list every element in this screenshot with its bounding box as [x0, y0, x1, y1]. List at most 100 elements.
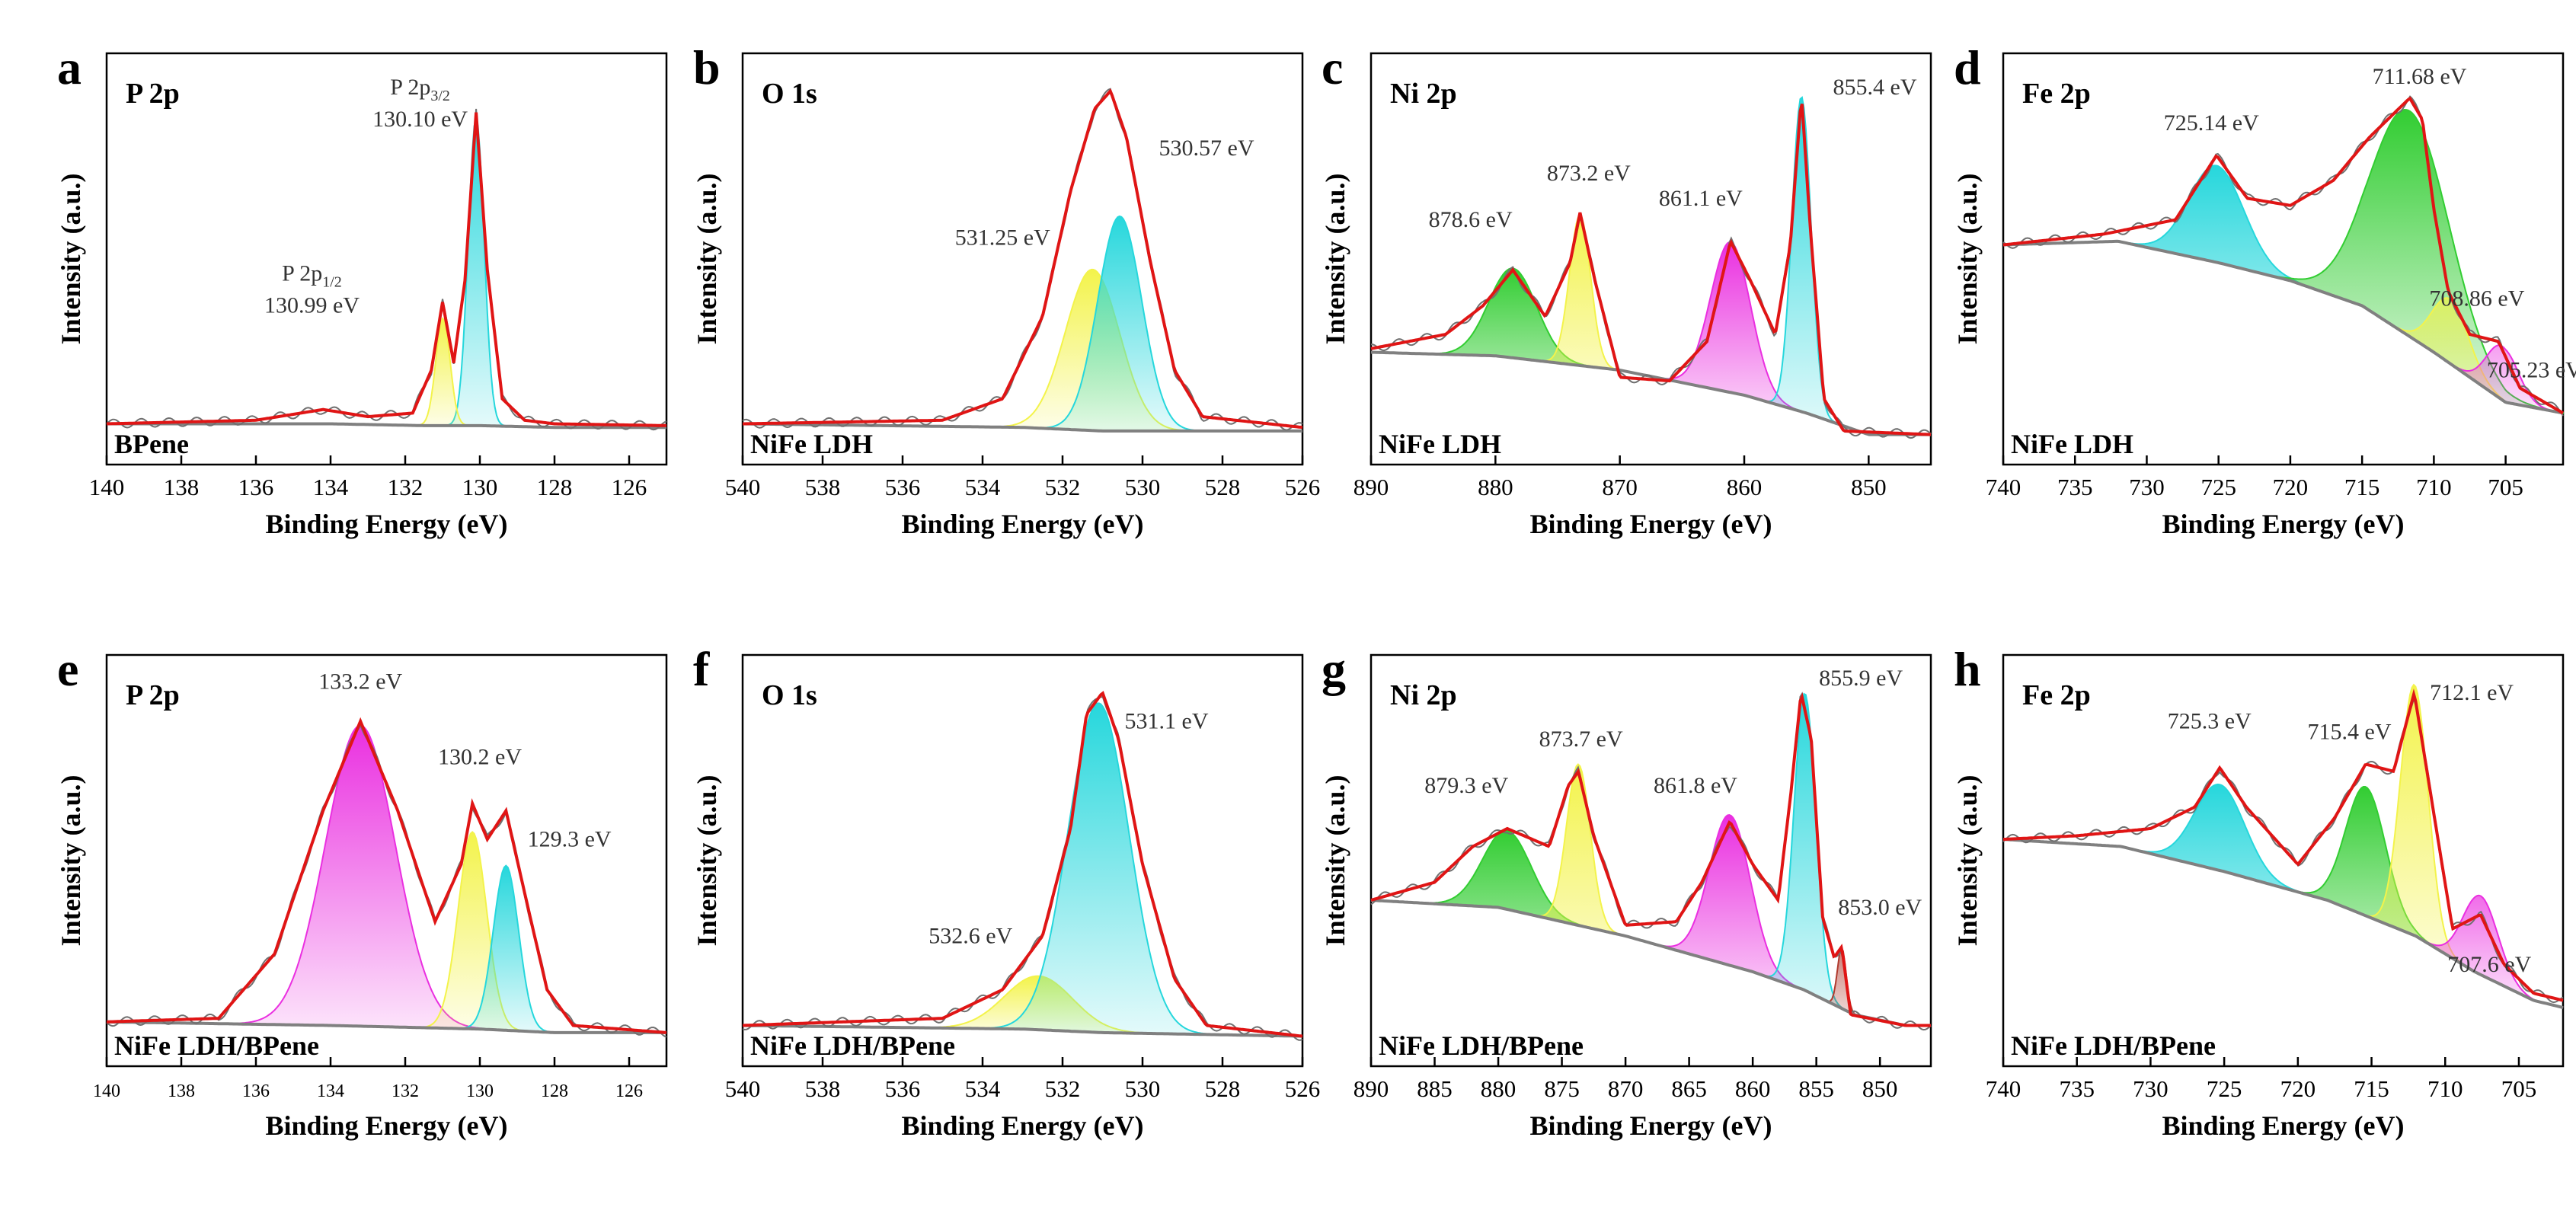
peak-energy-label: 130.10 eV — [372, 107, 468, 132]
fit-envelope-line — [1370, 692, 1931, 1027]
peak-energy-label: 532.6 eV — [928, 923, 1012, 948]
y-axis-title: Intensity (a.u.) — [692, 775, 722, 946]
component-peak-1 — [1370, 267, 1931, 436]
background-line — [107, 1020, 666, 1034]
x-tick-label: 705 — [2501, 1075, 2537, 1102]
panel-title: Ni 2p — [1390, 679, 1457, 711]
x-tick-label: 885 — [1417, 1075, 1453, 1102]
y-axis-title: Intensity (a.u.) — [56, 775, 86, 946]
y-axis-title: Intensity (a.u.) — [1952, 775, 1983, 946]
sample-label: BPene — [114, 429, 189, 459]
fit-envelope-line — [743, 88, 1303, 430]
peak-energy-label: 530.57 eV — [1159, 136, 1254, 161]
peak-energy-label: 725.14 eV — [2164, 110, 2259, 136]
component-peak-4 — [2002, 838, 2564, 1008]
peak-energy-label: 725.3 eV — [2168, 708, 2252, 733]
component-peak-3 — [1370, 241, 1931, 436]
x-tick-label: 126 — [612, 474, 647, 500]
x-tick-label: 136 — [242, 1081, 270, 1101]
x-tick-label: 860 — [1735, 1075, 1771, 1102]
x-tick-label: 875 — [1544, 1075, 1580, 1102]
y-axis-title: Intensity (a.u.) — [692, 173, 722, 344]
peak-energy-label: 879.3 eV — [1424, 773, 1508, 798]
x-tick-label: 880 — [1478, 474, 1513, 500]
peak-energy-label: 708.86 eV — [2429, 286, 2524, 311]
x-axis-title: Binding Energy (eV) — [1529, 509, 1772, 539]
panel-title: P 2p — [126, 78, 180, 110]
panel-c: 890 880 870 860 850 Binding Energy (eV) Intens… — [1320, 40, 1932, 539]
panel-letter: h — [1954, 642, 1981, 696]
peak-energy-label: 715.4 eV — [2308, 720, 2392, 745]
sample-label: NiFe LDH — [1379, 429, 1501, 459]
x-tick-label: 126 — [615, 1081, 643, 1101]
panel-e: 140 138 136 134 132 130 128 126 Binding Energy (… — [56, 642, 668, 1141]
x-tick-label: 890 — [1354, 474, 1389, 500]
panel-title: O 1s — [762, 679, 817, 711]
component-peak-4 — [2002, 240, 2564, 414]
background-line — [743, 422, 1302, 433]
peak-energy-label: 531.25 eV — [955, 225, 1050, 251]
background-line — [1370, 899, 1931, 1027]
x-tick-label: 860 — [1727, 474, 1763, 500]
peak-energy-label: 878.6 eV — [1429, 207, 1513, 232]
plot-frame — [105, 653, 668, 1068]
raw-data-line — [1370, 692, 1932, 1031]
sample-label: NiFe LDH/BPene — [114, 1030, 319, 1061]
plot-frame — [741, 653, 1304, 1068]
background-line — [2002, 838, 2564, 1009]
x-tick-label: 710 — [2427, 1075, 2463, 1102]
peak-energy-label: 711.68 eV — [2373, 64, 2467, 89]
x-tick-label: 528 — [1205, 474, 1241, 500]
plot-frame — [2002, 52, 2565, 466]
y-axis-title: Intensity (a.u.) — [1320, 775, 1350, 946]
x-tick-label: 138 — [164, 474, 200, 500]
sample-label: NiFe LDH — [750, 429, 873, 459]
sample-label: NiFe LDH/BPene — [750, 1030, 955, 1061]
raw-data-line — [106, 108, 667, 431]
panel-letter: b — [693, 40, 721, 94]
x-tick-label: 534 — [965, 1075, 1001, 1102]
plot-frame — [2002, 653, 2565, 1068]
panel-title: Ni 2p — [1390, 78, 1457, 110]
panel-a: 140 138 136 134 132 130 128 126 Binding Energy (… — [56, 40, 668, 539]
panel-letter: c — [1322, 40, 1343, 94]
x-tick-label: 136 — [238, 474, 274, 500]
x-tick-label: 540 — [725, 1075, 761, 1102]
x-tick-label: 140 — [89, 474, 125, 500]
x-axis-title: Binding Energy (eV) — [265, 1110, 507, 1141]
peak-energy-label: 531.1 eV — [1125, 708, 1209, 733]
x-tick-label: 540 — [725, 474, 761, 500]
x-axis-title: Binding Energy (eV) — [1529, 1110, 1772, 1141]
x-axis-title: Binding Energy (eV) — [265, 509, 507, 539]
x-tick-label: 134 — [313, 474, 349, 500]
sample-label: NiFe LDH/BPene — [2011, 1030, 2216, 1061]
x-tick-label: 730 — [2133, 1075, 2169, 1102]
x-tick-label: 132 — [388, 474, 423, 500]
panel-letter: g — [1322, 642, 1346, 696]
plot-frame — [1369, 52, 1932, 466]
fit-envelope-line — [106, 717, 667, 1034]
panel-h: 740 735 730 725 720 715 710 705 Binding Energy (… — [1952, 642, 2565, 1141]
x-tick-label: 720 — [2280, 1075, 2316, 1102]
panel-title: P 2p — [126, 679, 180, 711]
component-peak-1 — [107, 117, 666, 429]
fit-envelope-line — [2002, 688, 2564, 1002]
x-axis-title: Binding Energy (eV) — [901, 1110, 1143, 1141]
x-tick-label: 536 — [885, 1075, 921, 1102]
x-axis-title: Binding Energy (eV) — [2162, 509, 2404, 539]
panel-letter: a — [57, 40, 81, 94]
peak-energy-label: 130.2 eV — [438, 744, 522, 769]
x-tick-label: 735 — [2057, 474, 2093, 500]
panel-f: 540 538 536 534 532 530 528 526 Binding Energy (… — [692, 642, 1320, 1141]
background-line — [1370, 350, 1931, 436]
sample-label: NiFe LDH/BPene — [1379, 1030, 1584, 1061]
x-tick-label: 740 — [1986, 1075, 2021, 1102]
peak-energy-label: 861.8 eV — [1654, 773, 1737, 798]
fit-envelope-line — [742, 691, 1303, 1038]
x-axis-title: Binding Energy (eV) — [2162, 1110, 2404, 1141]
y-axis-title: Intensity (a.u.) — [1952, 173, 1983, 344]
panel-g: 890 885 880 875 870 865 860 855 850 Binding Energ… — [1320, 642, 1932, 1141]
panel-title: Fe 2p — [2022, 78, 2091, 110]
peak-energy-label: 855.4 eV — [1833, 75, 1917, 100]
